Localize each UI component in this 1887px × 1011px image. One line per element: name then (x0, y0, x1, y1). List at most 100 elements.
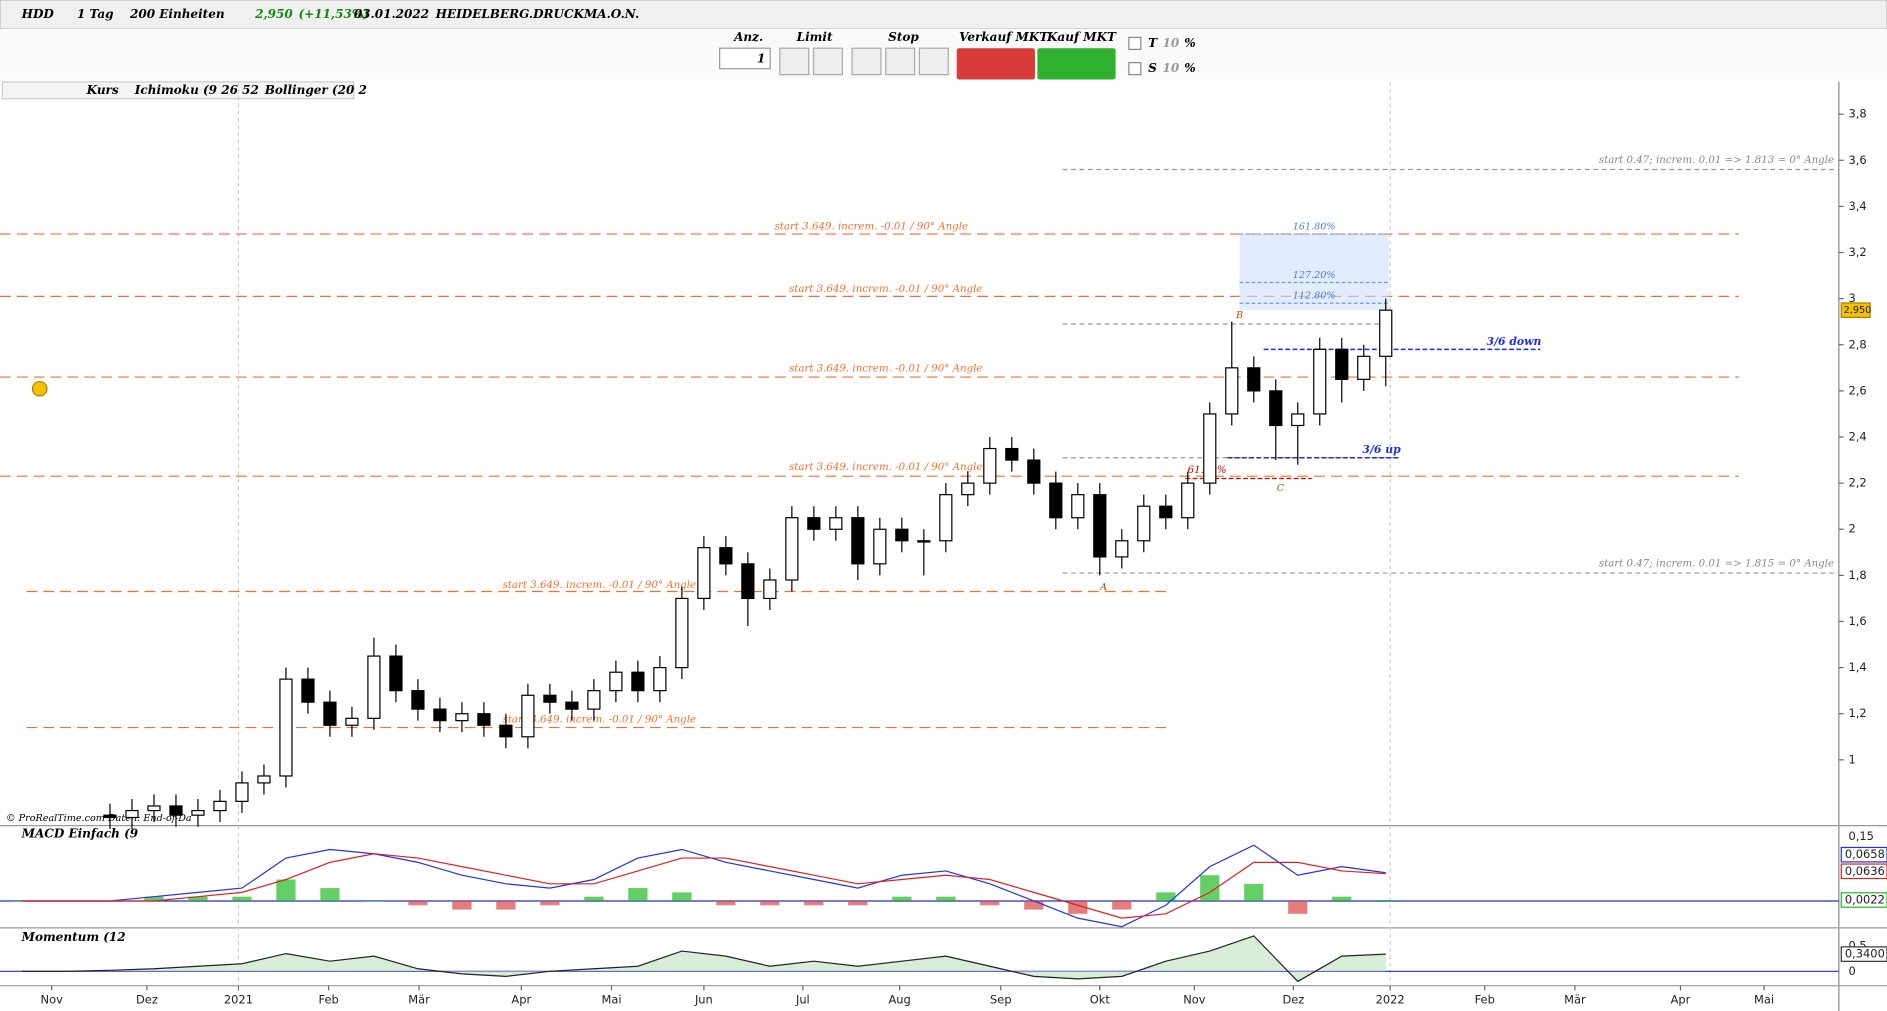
histogram-bar (1112, 900, 1132, 910)
y-tick-label: 0,15 (1848, 829, 1873, 843)
t-value[interactable]: 10 (1163, 36, 1180, 50)
fib-label: 112.80% (1293, 291, 1336, 302)
level-label: start 3.649. increm. -0.01 / 90° Angle (503, 714, 696, 726)
candle-body (147, 805, 161, 812)
histogram-bar (1288, 900, 1308, 914)
qty-label: Anz. (733, 30, 763, 44)
candle-body (235, 782, 249, 802)
sell-button[interactable] (956, 48, 1035, 80)
x-tick-label: Mär (408, 993, 430, 1007)
qty[interactable]: 1 (757, 52, 765, 66)
candle-body (1071, 494, 1085, 519)
candle-body (609, 671, 623, 692)
histogram-bar (892, 896, 912, 901)
y-tick-label: 2 (1848, 522, 1855, 536)
limit-btn[interactable] (779, 47, 810, 76)
gray-level-label: start 0.47; increm. 0.01 => 1.813 = 0° A… (1599, 154, 1834, 166)
candle-body (257, 775, 271, 784)
indicator[interactable]: Bollinger (20 2 (264, 83, 367, 97)
candle-body (543, 694, 557, 703)
momentum-title: Momentum (12 (21, 930, 126, 944)
limit-btn[interactable] (812, 47, 844, 76)
y-tick-label: 3 (1848, 291, 1855, 305)
x-tick-label: Nov (1183, 993, 1206, 1007)
alert-bell[interactable] (31, 380, 48, 397)
indicator[interactable]: Kurs (86, 83, 119, 97)
candle-body (719, 547, 733, 565)
indicator-bar (1, 81, 355, 100)
macd-line (21, 844, 1386, 928)
histogram-bar (760, 900, 780, 906)
candle-body (961, 482, 975, 496)
interval[interactable]: 1 Tag (77, 7, 114, 21)
y-tick-label: 3,4 (1848, 199, 1866, 213)
histogram-bar (320, 888, 340, 901)
stop-btn[interactable] (885, 47, 916, 76)
level-label: start 3.649. increm. -0.01 / 90° Angle (789, 283, 982, 295)
histogram-bar (1244, 883, 1264, 901)
pct: % (1184, 36, 1195, 50)
wave-label: A (1099, 582, 1107, 593)
histogram-bar (276, 879, 296, 901)
histogram-bar (628, 888, 648, 901)
histogram-bar (804, 900, 824, 906)
candle-body (653, 667, 667, 692)
histogram-bar (936, 896, 956, 901)
qty-input[interactable] (719, 47, 771, 70)
level-label: start 3.649. increm. -0.01 / 90° Angle (503, 579, 696, 591)
histogram-bar (232, 896, 252, 901)
candle-body (103, 814, 117, 819)
candle-body (345, 717, 359, 726)
fib-label: 161.80% (1293, 221, 1336, 232)
macd-title: MACD Einfach (9 (21, 827, 139, 841)
credit: © ProRealTime.com Daten: End-of-Da (6, 813, 192, 824)
sell-label[interactable]: Verkauf MKT (959, 30, 1049, 44)
candle-body (191, 809, 205, 816)
symbol[interactable]: HDD (21, 7, 55, 21)
histogram-bar (452, 900, 472, 910)
buy-label[interactable]: Kauf MKT (1046, 30, 1117, 44)
last-price-box (1840, 302, 1871, 319)
level-label: start 3.649. increm. -0.01 / 90° Angle (775, 220, 968, 232)
histogram-bar (408, 900, 428, 906)
candle-body (1379, 309, 1393, 357)
s-label: S (1148, 61, 1157, 75)
indicator[interactable]: Ichimoku (9 26 52 (134, 83, 259, 97)
stop-btn[interactable] (851, 47, 882, 76)
histogram-bar (1156, 892, 1176, 901)
x-tick-label: 2022 (1376, 993, 1405, 1007)
histogram-bar (848, 900, 868, 906)
value-label: 0,0658 (1845, 847, 1885, 861)
change: (+11,53%) (298, 7, 368, 21)
candle-body (1247, 367, 1261, 392)
candle-body (477, 713, 491, 726)
candle-body (1027, 459, 1041, 484)
s-value[interactable]: 10 (1163, 61, 1180, 75)
s-check[interactable] (1128, 62, 1142, 76)
histogram-bar (1024, 900, 1044, 910)
units[interactable]: 200 Einheiten (129, 7, 225, 21)
top-bar (0, 0, 1887, 30)
gray-level-label: start 0.47; increm. 0.01 => 1.815 = 0° A… (1599, 557, 1834, 569)
stop-btn[interactable] (918, 47, 949, 76)
x-tick-label: Nov (41, 993, 64, 1007)
y-tick-label: 0 (1848, 964, 1855, 978)
candle-body (367, 655, 381, 719)
t-check[interactable] (1128, 36, 1142, 50)
x-tick-label: Okt (1090, 993, 1111, 1007)
candle-body (1005, 447, 1019, 461)
candle-body (1115, 540, 1129, 558)
y-tick-label: 3,8 (1848, 107, 1866, 121)
x-tick-label: Apr (511, 993, 531, 1007)
histogram-bar (144, 896, 164, 901)
candle-body (1093, 494, 1107, 558)
macd-line (21, 853, 1386, 919)
buy-button[interactable] (1037, 48, 1116, 80)
candle-body (675, 597, 689, 669)
x-tick-label: Feb (319, 993, 339, 1007)
y-tick-label: 1,6 (1848, 614, 1866, 628)
candle-body (1357, 355, 1371, 380)
candle-body (807, 517, 821, 530)
fib-label: 127.20% (1293, 270, 1336, 281)
y-tick-label: 2,4 (1848, 430, 1866, 444)
